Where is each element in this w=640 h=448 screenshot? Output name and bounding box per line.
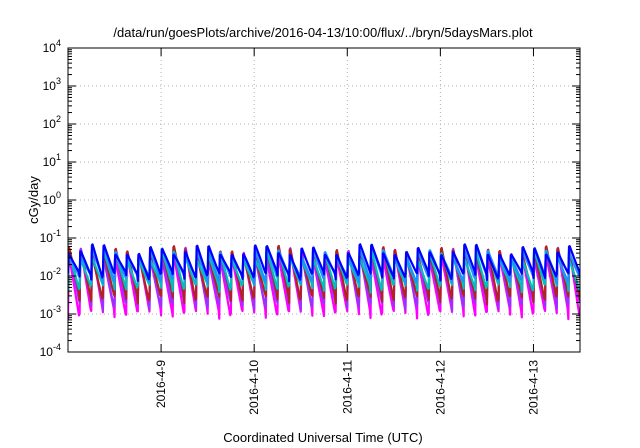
y-tick-label: 103 bbox=[43, 76, 61, 93]
y-tick-label: 100 bbox=[43, 190, 61, 207]
series-line-4 bbox=[68, 244, 580, 286]
y-tick-label: 10-3 bbox=[40, 304, 61, 321]
y-tick-label: 10-1 bbox=[40, 228, 61, 245]
series-line-5 bbox=[68, 243, 580, 283]
y-axis: 10-4 10-3 10-2 10-1 100 101 102 103 104 bbox=[40, 38, 580, 359]
x-tick-label: 2016-4-10 bbox=[247, 360, 261, 415]
x-axis-label: Coordinated Universal Time (UTC) bbox=[223, 430, 422, 445]
y-axis-label: cGy/day bbox=[26, 176, 41, 224]
chart-title: /data/run/goesPlots/archive/2016-04-13/1… bbox=[113, 25, 533, 40]
series-layer bbox=[68, 243, 580, 321]
y-tick-label: 102 bbox=[43, 114, 61, 131]
y-tick-label: 101 bbox=[43, 152, 61, 169]
y-tick-label: 10-2 bbox=[40, 266, 61, 283]
x-tick-label: 2016-4-11 bbox=[340, 360, 354, 414]
y-tick-label: 10-4 bbox=[40, 342, 61, 359]
x-tick-label: 2016-4-12 bbox=[433, 360, 447, 415]
x-tick-label: 2016-4-13 bbox=[526, 360, 540, 415]
x-tick-label: 2016-4-9 bbox=[154, 360, 168, 408]
x-axis: 2016-4-9 2016-4-10 2016-4-11 2016-4-12 2016-… bbox=[154, 48, 540, 415]
y-tick-label: 104 bbox=[43, 38, 61, 55]
